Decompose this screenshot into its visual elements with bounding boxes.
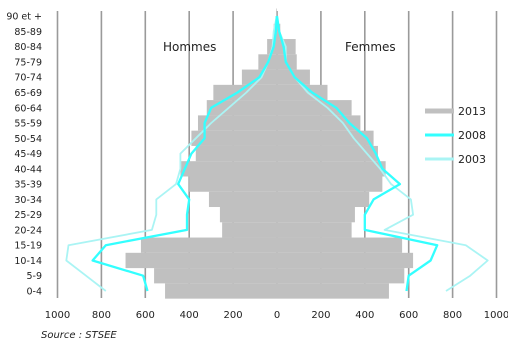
age-label: 5-9 — [26, 271, 42, 282]
legend-label-2013: 2013 — [458, 105, 486, 118]
panel-label-femmes: Femmes — [345, 40, 396, 54]
age-label: 70-74 — [14, 73, 42, 84]
age-label: 60-64 — [14, 103, 42, 114]
age-label: 0-4 — [26, 287, 42, 298]
bar-2013-women — [277, 100, 352, 116]
bar-2013-men — [206, 100, 277, 116]
x-tick-label: 400 — [355, 310, 374, 321]
source-note: Source : STSEE — [41, 330, 117, 341]
bar-2013-men — [180, 161, 277, 177]
x-tick-label: 1000 — [484, 310, 508, 321]
age-label: 30-34 — [14, 195, 42, 206]
bar-2013-women — [277, 252, 414, 269]
bar-2013-women — [277, 237, 403, 253]
age-label: 80-84 — [14, 42, 42, 53]
age-label: 25-29 — [14, 210, 42, 221]
bar-2013-women — [277, 115, 361, 131]
bar-2013-men — [154, 268, 277, 284]
age-label: 65-69 — [14, 88, 42, 99]
bar-2013-women — [277, 268, 405, 284]
bar-2013-men — [195, 145, 277, 162]
age-label: 85-89 — [14, 27, 42, 38]
age-label: 45-49 — [14, 149, 42, 160]
bar-2013-women — [277, 84, 328, 101]
legend: 2013 2008 2003 — [425, 105, 486, 166]
bar-2013-women — [277, 176, 383, 192]
bar-2013-men — [222, 222, 277, 238]
x-tick-labels: 1000 800 600 400 200 0 200 400 600 800 1000 — [45, 310, 508, 321]
x-tick-label: 600 — [399, 310, 418, 321]
x-tick-label: 1000 — [45, 310, 70, 321]
bar-2013-men — [191, 130, 277, 146]
x-tick-label: 200 — [224, 310, 243, 321]
bars-2013 — [125, 8, 414, 299]
bar-2013-men — [189, 176, 277, 192]
bar-2013-men — [140, 237, 277, 253]
bar-2013-women — [277, 222, 352, 238]
legend-swatch-2008 — [425, 133, 454, 137]
age-label: 40-44 — [14, 164, 42, 175]
bar-2013-men — [165, 283, 277, 299]
legend-label-2003: 2003 — [458, 153, 486, 166]
x-tick-label: 800 — [92, 310, 111, 321]
line-2008-women — [275, 15, 439, 292]
age-label: 50-54 — [14, 134, 42, 145]
age-label: 15-19 — [14, 241, 42, 252]
x-tick-label: 200 — [311, 310, 330, 321]
line-2008-men — [91, 16, 278, 292]
age-label: 75-79 — [14, 57, 42, 68]
bar-2013-women — [277, 161, 386, 177]
x-tick-label: 800 — [443, 310, 462, 321]
bar-2013-women — [277, 207, 355, 223]
panel-label-hommes: Hommes — [163, 40, 216, 54]
age-label: 35-39 — [14, 180, 42, 191]
series-lines — [65, 15, 489, 292]
bar-2013-women — [277, 191, 370, 208]
bar-2013-men — [219, 207, 277, 223]
age-group-labels: 0-4 5-9 10-14 15-19 20-24 25-29 30-34 35-39 40-4… — [6, 12, 42, 298]
bar-2013-women — [277, 283, 389, 299]
x-tick-label: 0 — [274, 310, 280, 321]
age-label: 10-14 — [14, 256, 42, 267]
bar-2013-men — [208, 191, 277, 208]
bar-2013-women — [277, 130, 374, 146]
age-label: 20-24 — [14, 225, 42, 236]
age-label: 90 et + — [6, 12, 42, 23]
x-tick-label: 400 — [180, 310, 199, 321]
bar-2013-men — [197, 115, 277, 131]
legend-swatch-2013 — [425, 108, 454, 114]
age-label: 55-59 — [14, 119, 42, 130]
legend-swatch-2003 — [425, 157, 454, 161]
legend-label-2008: 2008 — [458, 129, 486, 142]
x-tick-label: 600 — [136, 310, 155, 321]
bar-2013-men — [125, 252, 277, 269]
bar-2013-women — [277, 145, 378, 162]
